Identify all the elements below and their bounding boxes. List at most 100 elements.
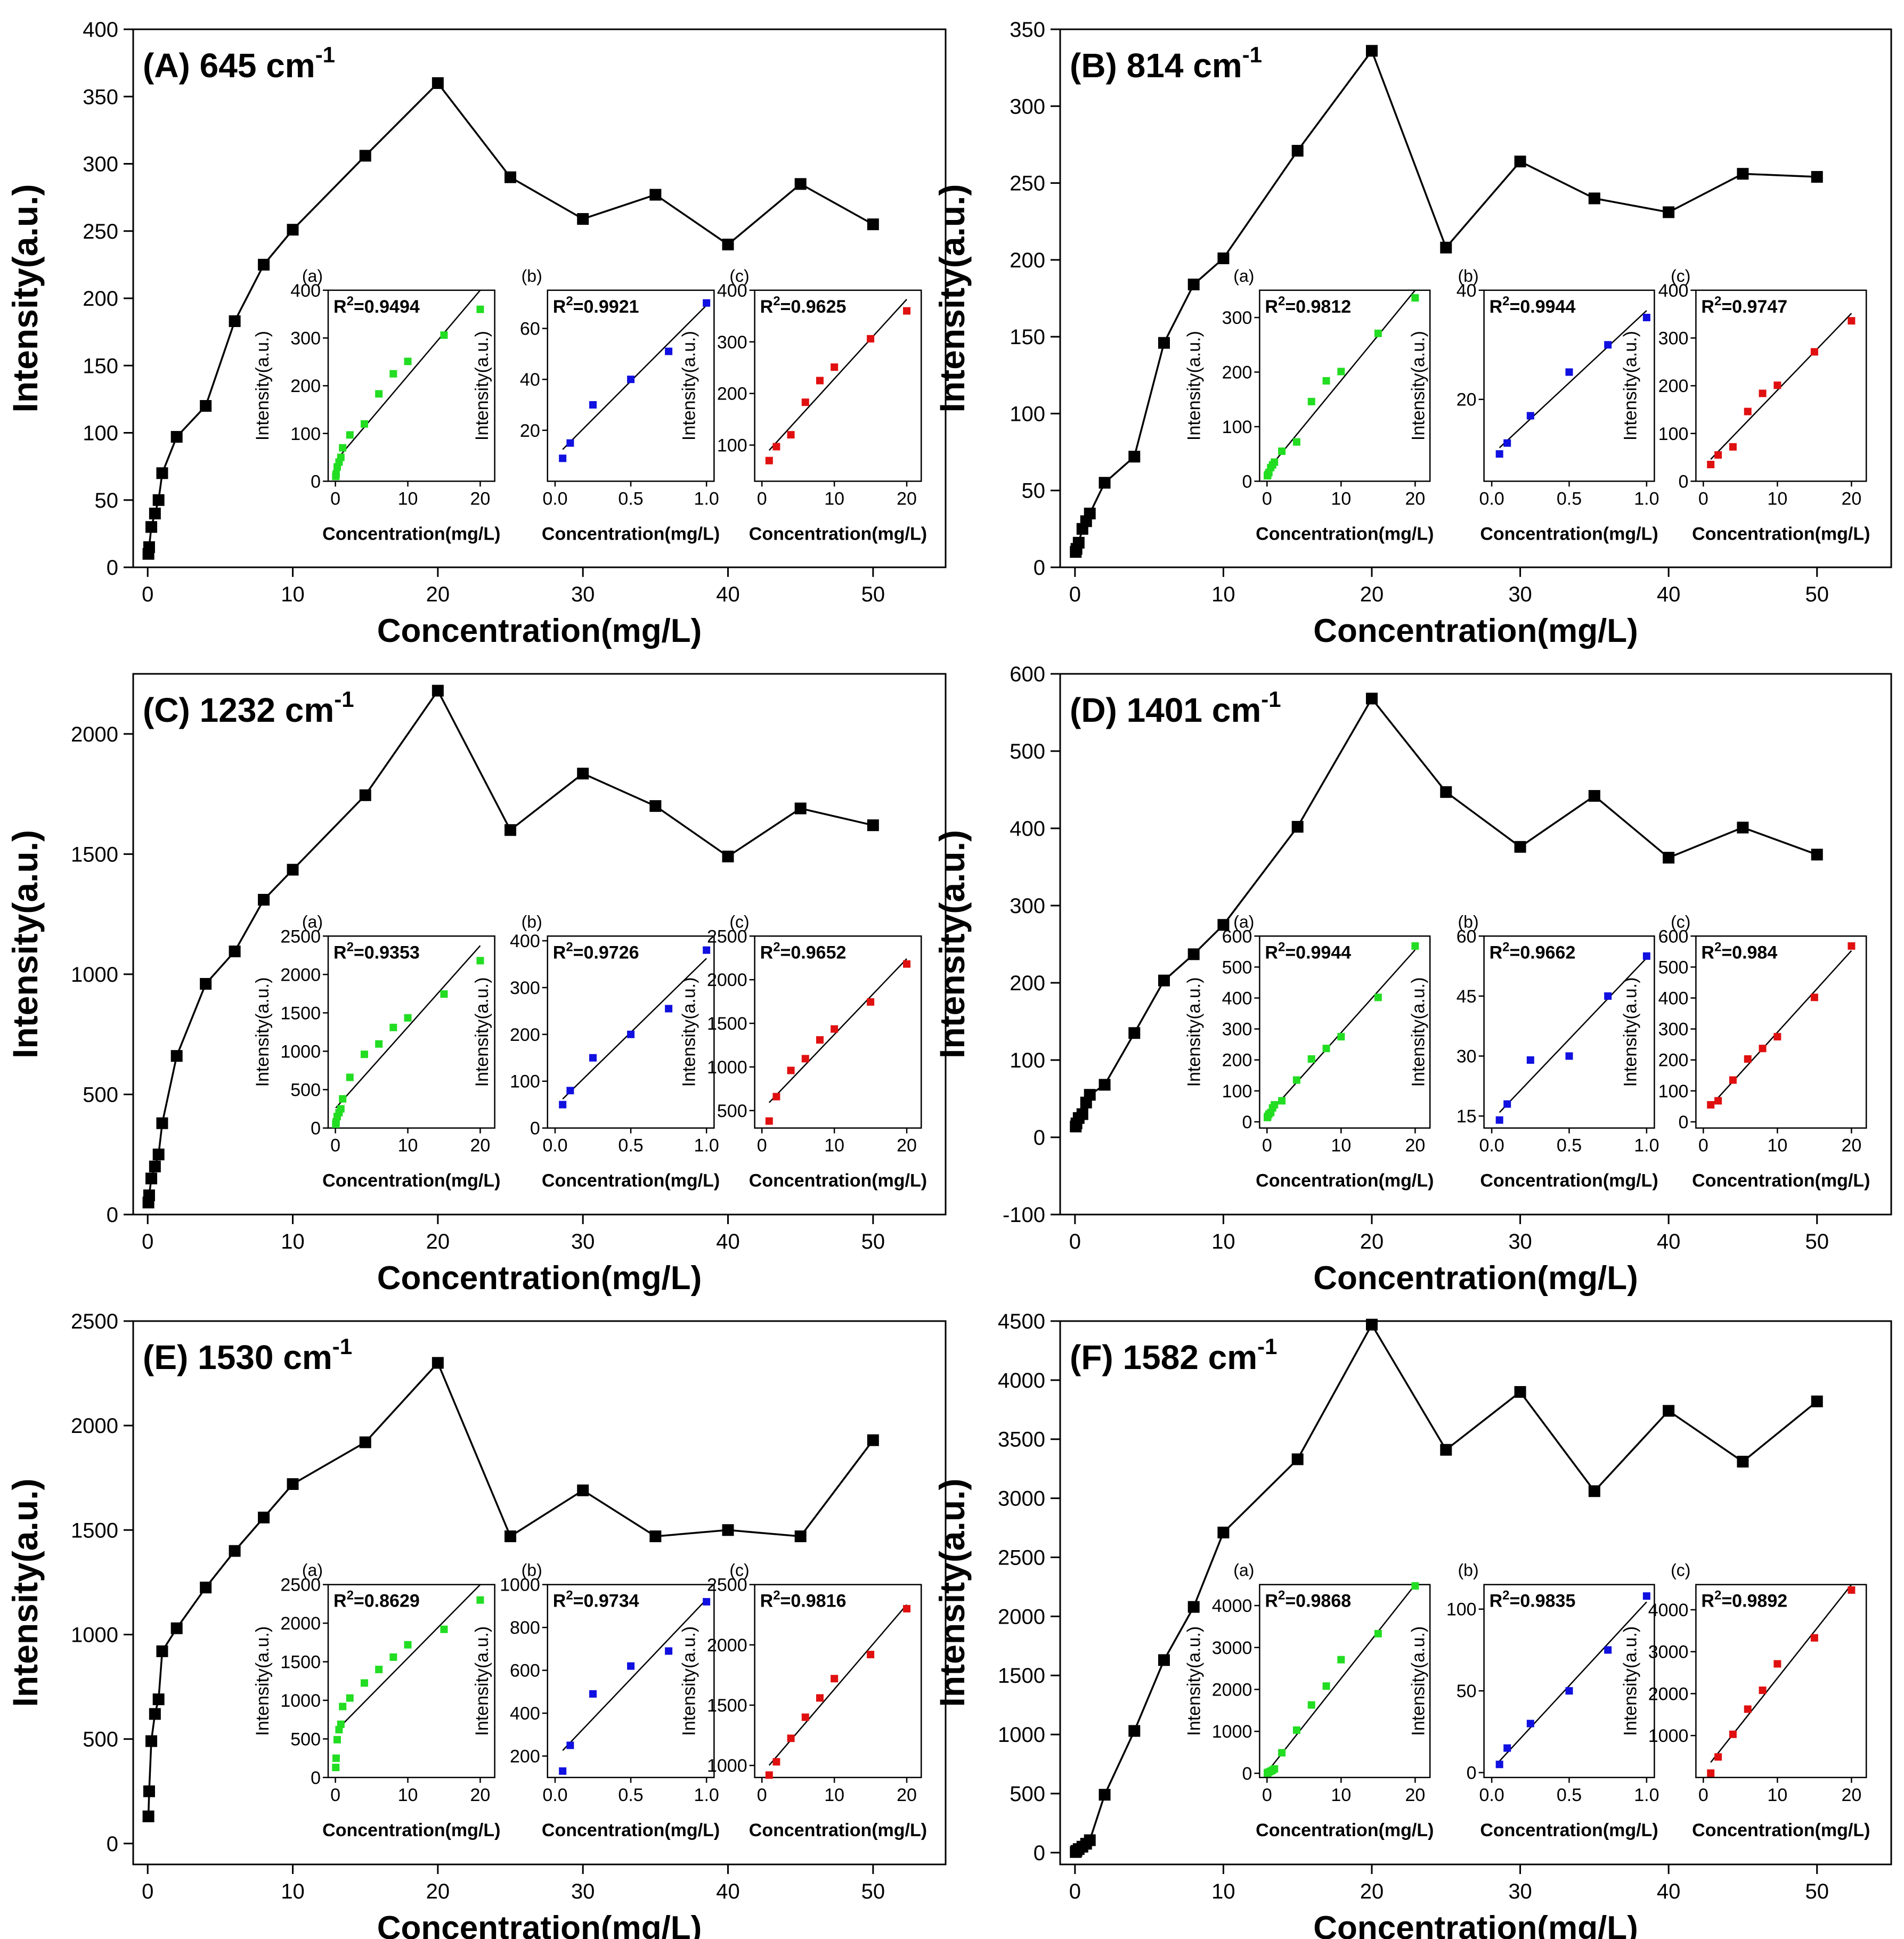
inset-data-point [1337, 1033, 1345, 1041]
inset-x-tick-label: 0.0 [542, 488, 567, 509]
inset-data-point [1271, 1765, 1279, 1773]
inset-data-point [1307, 1701, 1315, 1709]
inset-x-tick-label: 20 [470, 1785, 491, 1805]
inset-x-tick-label: 0 [757, 1136, 767, 1156]
inset-y-axis-label: Intensity(a.u.) [1409, 977, 1429, 1087]
inset-r-squared-value: =0.9812 [1285, 297, 1351, 317]
inset-r-squared-exponent: 2 [347, 940, 354, 954]
inset-y-tick-label: 300 [1222, 308, 1252, 328]
inset-data-point [1271, 458, 1279, 466]
inset-r-squared-exponent: 2 [1714, 940, 1721, 954]
inset-y-tick-label: 0 [1242, 1764, 1252, 1784]
inset-y-tick-label: 400 [510, 1704, 540, 1724]
inset-data-point [772, 443, 780, 451]
inset-x-tick-label: 10 [1767, 1785, 1787, 1805]
inset-data-point [1848, 1586, 1856, 1594]
inset-data-point [1810, 1634, 1818, 1642]
inset-y-tick-label: 40 [520, 370, 540, 390]
data-point [1084, 508, 1096, 519]
inset-x-tick-label: 0 [330, 1136, 340, 1156]
inset-data-point [332, 1763, 340, 1771]
inset-data-point [1773, 1033, 1781, 1041]
inset-x-tick-label: 20 [897, 1136, 917, 1156]
inset-x-axis-label: Concentration(mg/L) [1480, 1820, 1658, 1840]
inset-data-point [1374, 993, 1382, 1001]
inset-x-tick-label: 0.5 [618, 1785, 643, 1805]
inset-data-point [1292, 438, 1300, 446]
data-point [649, 189, 662, 201]
data-point [143, 1785, 155, 1797]
data-point [577, 213, 589, 225]
inset-x-axis-label: Concentration(mg/L) [542, 524, 720, 544]
y-tick-label: 150 [83, 354, 118, 378]
inset-data-point [589, 1054, 597, 1062]
inset-data-point [1526, 412, 1534, 420]
y-tick-label: 1500 [71, 843, 118, 866]
inset-x-tick-label: 10 [824, 488, 844, 509]
inset-panel-label: (b) [1458, 912, 1478, 931]
inset-data-point [404, 1641, 412, 1649]
inset-r-squared-exponent: 2 [347, 1588, 354, 1603]
data-point [200, 1582, 212, 1594]
data-point [156, 1645, 168, 1657]
inset-data-point [665, 347, 673, 355]
inset-data-point [1503, 439, 1511, 447]
inset-data-point [1278, 1749, 1286, 1757]
inset-data-point [476, 1596, 484, 1604]
data-point [258, 894, 270, 906]
y-tick-label: 200 [1010, 972, 1045, 995]
data-point [359, 789, 371, 801]
inset-y-tick-label: 1000 [1212, 1722, 1252, 1742]
data-point [1811, 1395, 1823, 1407]
inset-x-tick-label: 20 [897, 488, 917, 509]
inset-y-tick-label: 100 [1658, 1081, 1689, 1102]
inset-data-point [1642, 1592, 1650, 1600]
inset-r-squared-value: =0.9892 [1721, 1591, 1787, 1611]
inset-r-squared-exponent: 2 [566, 1588, 573, 1603]
inset-x-axis-label: Concentration(mg/L) [322, 1820, 500, 1840]
inset-panel-label: (a) [1233, 912, 1254, 931]
inset-y-tick-label: 400 [290, 281, 321, 301]
inset-panel-label: (a) [1233, 266, 1254, 286]
inset-x-tick-label: 0 [330, 488, 340, 509]
data-point [1187, 948, 1200, 960]
inset-data-point [1604, 1646, 1612, 1654]
inset-data-point [337, 453, 345, 461]
data-point [867, 1434, 879, 1446]
inset-r-squared-exponent: 2 [773, 940, 780, 954]
inset-y-tick-label: 500 [1658, 957, 1689, 977]
y-tick-label: 600 [1010, 663, 1045, 686]
x-axis-label: Concentration(mg/L) [1313, 1260, 1638, 1297]
y-tick-label: 2500 [998, 1546, 1045, 1569]
inset-data-point [1729, 1730, 1737, 1738]
inset-c: 0 100 200 300 400 0 10 20 Concentration(mg/L) Int… [1620, 266, 1870, 544]
data-point [577, 1484, 589, 1496]
inset-x-tick-label: 0 [1698, 1785, 1708, 1805]
inset-a: 0 100 200 300 0 10 20 Concentration(mg/L) Intens… [1184, 266, 1434, 544]
inset-y-tick-label: 3000 [1648, 1642, 1689, 1663]
inset-fit-line [562, 305, 707, 450]
inset-fit-line [1267, 949, 1416, 1116]
inset-data-point [903, 1604, 911, 1612]
inset-panel-label: (c) [1671, 266, 1690, 286]
data-point [1514, 1386, 1526, 1398]
data-point [649, 1530, 662, 1543]
y-tick-label: 0 [107, 1203, 118, 1227]
inset-data-point [360, 1679, 368, 1687]
data-point [258, 258, 270, 271]
inset-y-tick-label: 300 [1658, 328, 1689, 348]
inset-x-tick-label: 0 [1262, 488, 1272, 509]
inset-x-tick-label: 20 [897, 1785, 917, 1805]
x-tick-label: 50 [861, 583, 885, 606]
inset-y-tick-label: 400 [1658, 281, 1689, 301]
inset-panel-label: (c) [1671, 912, 1690, 931]
inset-frame [1259, 1584, 1431, 1779]
inset-frame [754, 935, 922, 1129]
inset-y-tick-label: 300 [1658, 1020, 1689, 1040]
y-tick-label: 50 [95, 489, 119, 512]
data-point [1440, 786, 1452, 798]
inset-x-axis-label: Concentration(mg/L) [749, 1171, 927, 1191]
inset-data-point [389, 1023, 397, 1031]
inset-data-point [1411, 942, 1419, 950]
